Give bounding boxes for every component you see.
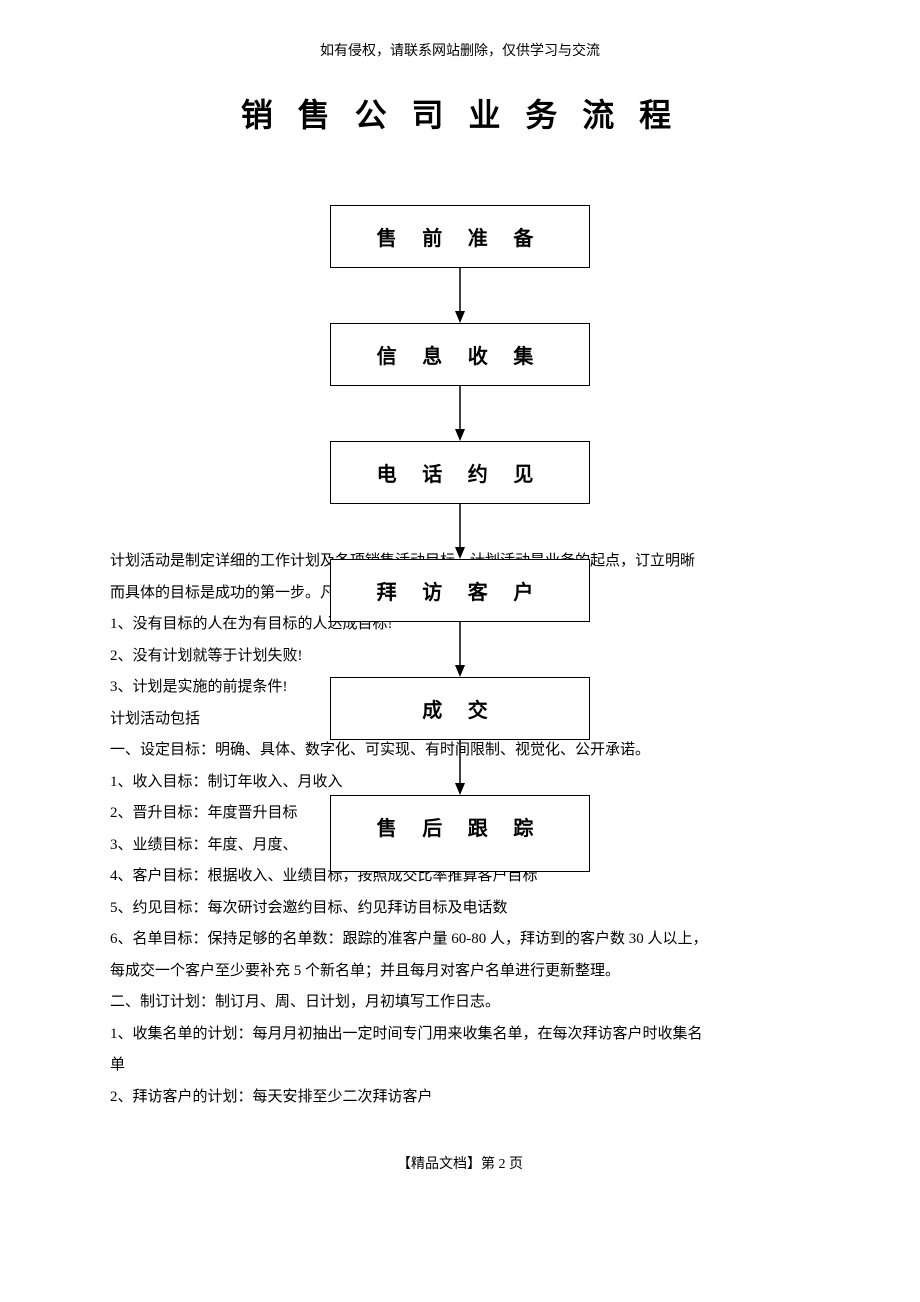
header-notice: 如有侵权，请联系网站删除，仅供学习与交流 (110, 40, 810, 60)
body-line: 二、制订计划：制订月、周、日计划，月初填写工作日志。 (110, 987, 810, 1019)
flow-node-2: 电 话 约 见 (330, 441, 590, 504)
flow-node-0: 售 前 准 备 (330, 205, 590, 268)
body-line: 5、约见目标：每次研讨会邀约目标、约见拜访目标及电话数 (110, 893, 810, 925)
flow-node-3: 拜 访 客 户 (330, 559, 590, 622)
body-line: 1、收集名单的计划：每月月初抽出一定时间专门用来收集名单，在每次拜访客户时收集名 (110, 1019, 810, 1051)
flow-arrow (330, 622, 590, 677)
flow-node-4: 成 交 (330, 677, 590, 740)
flow-arrow (330, 504, 590, 559)
flow-arrow (330, 268, 590, 323)
flow-arrow (330, 386, 590, 441)
page-footer: 【精品文档】第 2 页 (110, 1153, 810, 1173)
flow-node-5: 售 后 跟 踪 (330, 795, 590, 872)
body-line: 2、拜访客户的计划：每天安排至少二次拜访客户 (110, 1082, 810, 1114)
flow-node-1: 信 息 收 集 (330, 323, 590, 386)
page-title: 销 售 公 司 业 务 流 程 (110, 90, 810, 136)
body-line: 单 (110, 1050, 810, 1082)
body-line: 每成交一个客户至少要补充 5 个新名单；并且每月对客户名单进行更新整理。 (110, 956, 810, 988)
flow-arrow (330, 740, 590, 795)
body-line: 6、名单目标：保持足够的名单数：跟踪的准客户量 60-80 人，拜访到的客户数 … (110, 924, 810, 956)
flowchart: 售 前 准 备 信 息 收 集 电 话 约 见 拜 访 客 户 成 交 售 后 … (330, 205, 590, 872)
